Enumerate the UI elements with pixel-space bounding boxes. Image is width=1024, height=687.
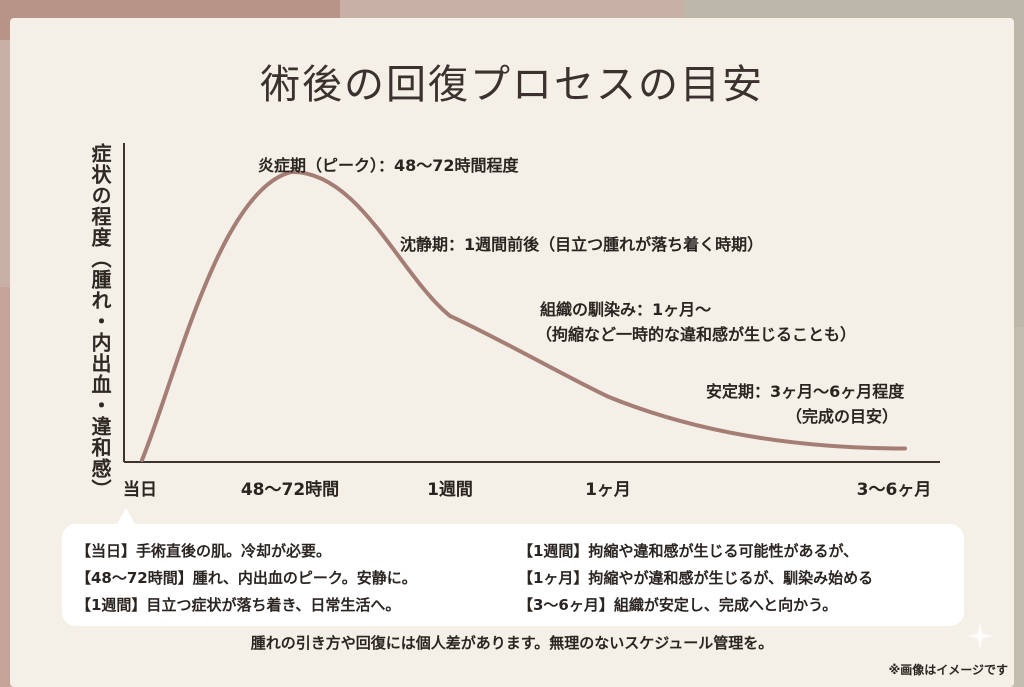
note-item: 【3〜6ヶ月】組織が安定し、完成へと向かう。 <box>518 596 838 614</box>
x-tick-label: 1週間 <box>427 480 473 500</box>
note-item: 【48〜72時間】腫れ、内出血のピーク。安静に。 <box>76 569 417 587</box>
notes-panel <box>62 524 964 626</box>
note-item: 【1ヶ月】拘縮やが違和感が生じるが、馴染み始める <box>518 569 874 587</box>
footer-text: 腫れの引き方や回復には個人差があります。無理のないスケジュール管理を。 <box>250 634 774 652</box>
annotation-adaptation-note: （拘縮など一時的な違和感が生じることも） <box>536 325 857 344</box>
y-axis-label: 症状の程度（腫れ・内出血・違和感） <box>88 143 112 500</box>
annotation-inflammation: 炎症期（ピーク）：48〜72時間程度 <box>258 156 519 175</box>
annotation-stable: 安定期：3ヶ月〜6ヶ月程度 <box>706 382 905 401</box>
x-tick-label: 3〜6ヶ月 <box>856 480 932 500</box>
page-title: 術後の回復プロセスの目安 <box>260 62 764 108</box>
x-tick-label: 48〜72時間 <box>240 480 340 500</box>
x-tick-label: 当日 <box>123 480 157 500</box>
notes-pointer <box>117 508 135 524</box>
image-disclaimer: ※画像はイメージです <box>888 663 1008 677</box>
recovery-curve <box>140 169 907 462</box>
x-tick-label: 1ヶ月 <box>585 480 631 500</box>
annotation-adaptation: 組織の馴染み：1ヶ月〜 <box>540 300 712 319</box>
note-item: 【当日】手術直後の肌。冷却が必要。 <box>76 542 332 560</box>
note-item: 【1週間】目立つ症状が落ち着き、日常生活へ。 <box>76 596 401 614</box>
annotation-subsiding: 沈静期：1週間前後（目立つ腫れが落ち着く時期） <box>400 235 764 254</box>
annotation-stable-note: （完成の目安） <box>786 407 899 426</box>
note-item: 【1週間】拘縮や違和感が生じる可能性があるが、 <box>518 542 859 560</box>
sparkle-icon <box>967 623 993 649</box>
